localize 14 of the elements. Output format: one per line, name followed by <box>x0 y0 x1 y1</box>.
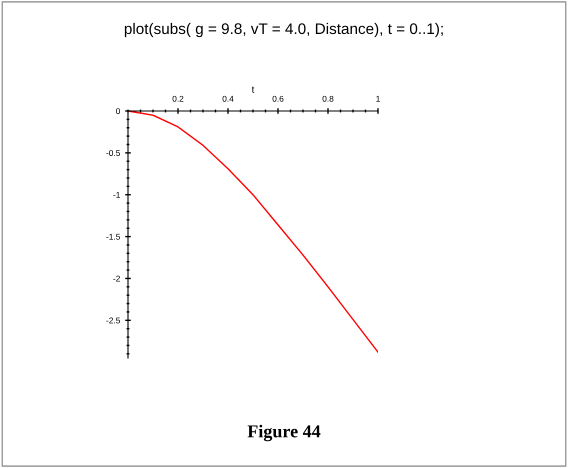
x-tick-label: 1 <box>376 96 380 102</box>
x-tick-label: 0.4 <box>222 96 234 102</box>
y-tick-label: -0.5 <box>106 150 120 156</box>
x-axis-title: t <box>252 86 254 93</box>
caption: Figure 44 <box>248 424 320 442</box>
x-tick-label: 0.8 <box>322 96 334 102</box>
y-tick-label: -2 <box>113 276 120 282</box>
y-tick-label: -1.5 <box>106 234 120 240</box>
y-tick-label: 0 <box>116 108 120 114</box>
y-tick-label: -1 <box>113 192 120 198</box>
y-tick-label: -2.5 <box>106 318 120 324</box>
x-tick-label: 0.2 <box>172 96 184 102</box>
chart-title: plot(subs( g = 9.8, vT = 4.0, Distance), t = 0..1); <box>124 22 443 38</box>
x-tick-label: 0.6 <box>272 96 284 102</box>
